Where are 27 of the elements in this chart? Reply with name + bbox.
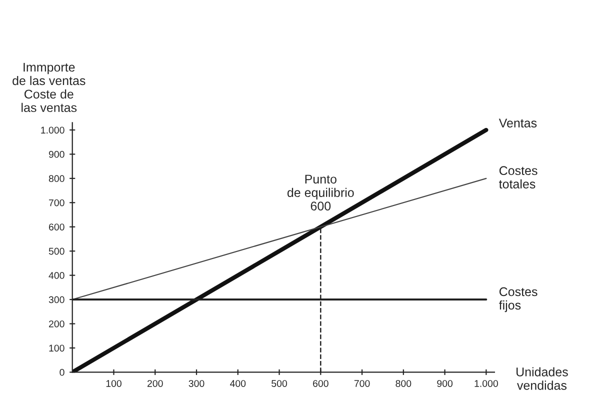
x-tick-label: 100 (106, 380, 122, 387)
x-tick-label: 1.000 (474, 380, 498, 387)
y-tick-label: 800 (48, 175, 64, 182)
y-tick-label: 400 (48, 272, 64, 279)
x-tick-label: 600 (313, 380, 328, 387)
x-tick-label: 800 (396, 380, 412, 387)
y-tick-label: 300 (48, 296, 64, 304)
series-label: Costes fijos (499, 287, 538, 312)
series-label: Costes totales (499, 166, 538, 188)
x-axis-title: Unidades vendidas (516, 367, 568, 390)
y-tick-label: 100 (49, 344, 64, 352)
x-tick-label: 400 (230, 380, 246, 387)
x-tick-label: 500 (272, 380, 288, 387)
x-tick-label: 900 (437, 380, 453, 387)
x-tick-label: 700 (354, 380, 370, 387)
series-label: Ventas (498, 118, 537, 128)
y-tick-label: 200 (48, 320, 64, 328)
y-tick-label: 900 (48, 150, 64, 158)
y-tick-label: 0 (60, 368, 64, 376)
y-tick-label: 500 (48, 248, 64, 255)
y-tick-label: 700 (49, 199, 64, 206)
x-tick-label: 300 (188, 380, 204, 387)
y-axis-title: Immporte de las ventas Coste de las ventas (12, 62, 86, 112)
y-tick-label: 600 (48, 224, 64, 230)
x-tick-label: 200 (148, 380, 163, 387)
annotation: Punto de equilibrio 600 (287, 174, 354, 210)
y-tick-label: 1.000 (41, 126, 64, 134)
